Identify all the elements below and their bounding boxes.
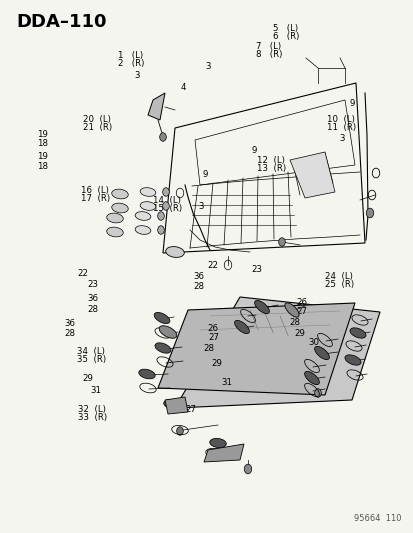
Ellipse shape — [254, 301, 269, 313]
Ellipse shape — [135, 225, 150, 235]
Ellipse shape — [112, 189, 128, 199]
Text: 95664  110: 95664 110 — [353, 514, 401, 523]
Ellipse shape — [154, 312, 169, 324]
Text: 29: 29 — [211, 359, 221, 368]
Ellipse shape — [138, 369, 155, 379]
Text: 18: 18 — [37, 162, 48, 171]
Text: 8   (R): 8 (R) — [255, 50, 282, 59]
Text: 27: 27 — [185, 405, 196, 414]
Ellipse shape — [135, 212, 150, 220]
Text: 31: 31 — [90, 386, 101, 394]
Text: 36: 36 — [64, 319, 75, 328]
Text: 21  (R): 21 (R) — [83, 124, 112, 132]
Text: 2   (R): 2 (R) — [118, 60, 144, 68]
Text: 17  (R): 17 (R) — [81, 194, 109, 203]
Text: 23: 23 — [87, 280, 98, 289]
Ellipse shape — [314, 346, 329, 360]
Ellipse shape — [112, 203, 128, 213]
Circle shape — [244, 464, 251, 474]
Text: 9: 9 — [349, 99, 354, 108]
Ellipse shape — [304, 372, 318, 385]
Text: 12  (L): 12 (L) — [256, 157, 284, 165]
Circle shape — [157, 212, 164, 220]
Ellipse shape — [344, 355, 360, 365]
Text: 6   (R): 6 (R) — [273, 33, 299, 41]
Text: 10  (L): 10 (L) — [326, 115, 354, 124]
Text: 22: 22 — [78, 269, 89, 278]
Polygon shape — [147, 93, 165, 120]
Text: 34  (L): 34 (L) — [76, 348, 104, 356]
Text: 28: 28 — [289, 318, 300, 327]
Polygon shape — [158, 303, 354, 395]
Text: 3: 3 — [204, 62, 210, 70]
Polygon shape — [204, 444, 243, 462]
Text: 3: 3 — [198, 202, 204, 211]
Text: 24  (L): 24 (L) — [324, 272, 352, 280]
Ellipse shape — [349, 328, 365, 338]
Text: 1   (L): 1 (L) — [118, 52, 143, 60]
Text: 35  (R): 35 (R) — [76, 356, 105, 364]
Text: 20  (L): 20 (L) — [83, 116, 110, 124]
Ellipse shape — [164, 399, 180, 409]
Circle shape — [159, 133, 166, 141]
Text: 9: 9 — [202, 170, 207, 179]
Text: 36: 36 — [87, 294, 98, 303]
Ellipse shape — [165, 247, 184, 257]
Text: 30: 30 — [308, 338, 319, 346]
Text: 28: 28 — [202, 344, 214, 353]
Text: 33  (R): 33 (R) — [78, 413, 107, 422]
Text: 29: 29 — [293, 329, 304, 338]
Text: 11  (R): 11 (R) — [326, 123, 355, 132]
Text: 3: 3 — [339, 134, 344, 143]
Text: 29: 29 — [83, 374, 93, 383]
Text: 23: 23 — [251, 265, 262, 274]
Text: 7   (L): 7 (L) — [255, 42, 280, 51]
Ellipse shape — [140, 188, 155, 196]
Text: 5   (L): 5 (L) — [273, 25, 298, 33]
Circle shape — [176, 427, 183, 435]
Ellipse shape — [107, 213, 123, 223]
Text: 9: 9 — [251, 146, 256, 155]
Ellipse shape — [234, 320, 249, 334]
Ellipse shape — [209, 438, 226, 448]
Text: 4: 4 — [180, 83, 185, 92]
Text: 27: 27 — [208, 334, 219, 342]
Circle shape — [162, 201, 169, 210]
Text: 32  (L): 32 (L) — [78, 405, 105, 414]
Ellipse shape — [284, 303, 298, 317]
Text: 18: 18 — [37, 140, 48, 148]
Text: 14  (L): 14 (L) — [153, 197, 180, 205]
Polygon shape — [165, 397, 188, 414]
Text: 36: 36 — [193, 272, 204, 280]
Circle shape — [162, 188, 169, 196]
Text: 25  (R): 25 (R) — [324, 280, 353, 288]
Circle shape — [314, 389, 320, 397]
Text: 26: 26 — [207, 325, 218, 333]
Ellipse shape — [107, 227, 123, 237]
Text: 26: 26 — [295, 298, 306, 307]
Text: DDA–110: DDA–110 — [17, 13, 107, 31]
Circle shape — [157, 226, 164, 235]
Circle shape — [278, 238, 285, 246]
Text: 16  (L): 16 (L) — [81, 186, 108, 195]
Ellipse shape — [159, 326, 176, 338]
Circle shape — [366, 208, 373, 218]
Text: 3: 3 — [134, 71, 140, 80]
Text: 28: 28 — [64, 329, 75, 337]
Text: 19: 19 — [37, 130, 48, 139]
Text: 19: 19 — [37, 152, 48, 161]
Text: 22: 22 — [206, 261, 218, 270]
Text: 27: 27 — [295, 307, 306, 316]
Polygon shape — [175, 297, 379, 408]
Ellipse shape — [154, 343, 171, 353]
Text: 28: 28 — [193, 282, 204, 291]
Text: 13  (R): 13 (R) — [256, 165, 285, 173]
Polygon shape — [289, 152, 334, 198]
Text: 31: 31 — [221, 378, 232, 387]
Ellipse shape — [140, 201, 155, 211]
Text: 15  (R): 15 (R) — [153, 205, 182, 213]
Text: 28: 28 — [87, 305, 98, 313]
